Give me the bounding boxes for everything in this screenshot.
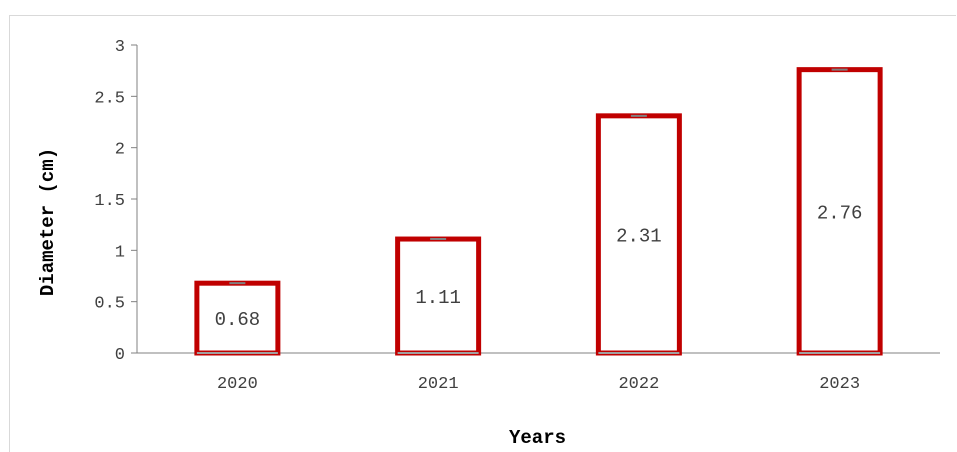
bar xyxy=(595,113,682,356)
x-tick-label: 2020 xyxy=(217,375,258,394)
data-label: 1.11 xyxy=(415,287,461,309)
bars xyxy=(194,67,883,356)
data-label: 2.31 xyxy=(616,225,662,247)
x-tick-label: 2022 xyxy=(618,375,659,394)
y-tick-label: 0 xyxy=(115,346,125,365)
data-labels: 0.68 1.11 2.31 2.76 xyxy=(215,202,863,331)
y-axis-title: Diameter (cm) xyxy=(37,148,59,296)
y-tick-label: 2 xyxy=(115,141,125,160)
y-tick-label: 3 xyxy=(115,38,125,57)
data-label: 2.76 xyxy=(817,202,863,224)
axes: 0 0.5 1 1.5 2 2.5 3 2020 2021 2022 2023 xyxy=(94,38,940,394)
bar xyxy=(395,236,482,356)
y-tick-label: 1 xyxy=(115,243,125,262)
y-tick-label: 0.5 xyxy=(94,295,125,314)
bar xyxy=(194,280,281,356)
x-tick-label: 2023 xyxy=(819,375,860,394)
x-tick-label: 2021 xyxy=(418,375,459,394)
data-label: 0.68 xyxy=(215,309,261,331)
chart-frame xyxy=(9,15,956,452)
x-axis-title: Years xyxy=(509,427,566,449)
y-tick-label: 1.5 xyxy=(94,192,125,211)
y-tick-label: 2.5 xyxy=(94,89,125,108)
